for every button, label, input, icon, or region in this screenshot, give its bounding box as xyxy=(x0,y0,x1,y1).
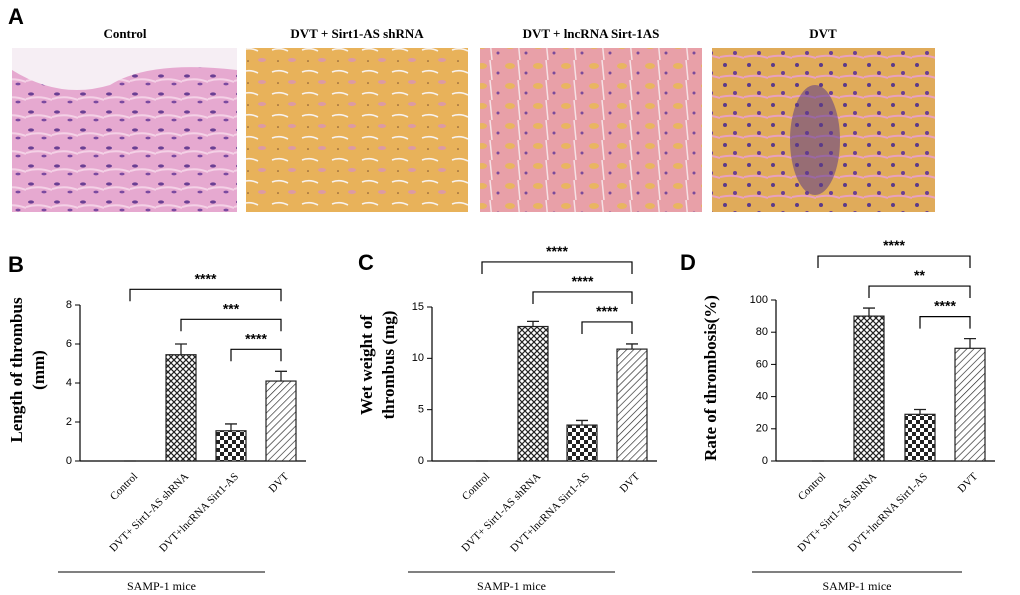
bar xyxy=(616,348,648,462)
group-label: SAMP-1 mice xyxy=(477,579,546,593)
y-tick-label: 20 xyxy=(756,423,768,435)
x-tick-label: Control xyxy=(796,471,828,503)
y-tick-label: 5 xyxy=(418,404,424,416)
significance-bracket xyxy=(868,285,971,299)
significance-bracket xyxy=(481,261,633,274)
y-tick-label: 0 xyxy=(66,455,72,467)
error-bar xyxy=(175,343,187,355)
panel-letter: D xyxy=(680,250,696,275)
significance-bracket xyxy=(180,318,282,332)
y-tick-label: 8 xyxy=(66,299,72,311)
group-label: SAMP-1 mice xyxy=(823,579,892,593)
error-bar xyxy=(527,320,539,327)
y-tick-label: 100 xyxy=(750,294,768,306)
error-bar xyxy=(225,423,237,431)
y-axis-label: Rate of thrombosis(%) xyxy=(701,295,720,461)
image-title: Control xyxy=(103,26,146,41)
significance-label: **** xyxy=(572,273,594,289)
panel-letter: C xyxy=(358,250,374,275)
x-tick-label: DVT xyxy=(956,470,981,495)
x-tick-label: DVT xyxy=(267,470,292,495)
image-title: DVT + lncRNA Sirt-1AS xyxy=(523,26,660,41)
error-bar xyxy=(626,343,638,350)
y-tick-label: 0 xyxy=(762,455,768,467)
cell-cluster xyxy=(790,85,840,195)
significance-label: **** xyxy=(195,270,217,286)
panel-letter: A xyxy=(8,4,24,29)
y-tick-label: 40 xyxy=(756,391,768,403)
x-tick-label: DVT xyxy=(618,470,643,495)
histology-image xyxy=(480,48,702,212)
significance-label: *** xyxy=(223,300,240,316)
significance-bracket xyxy=(532,291,633,304)
error-bar xyxy=(914,408,926,415)
bar xyxy=(954,347,986,462)
significance-label: **** xyxy=(934,298,956,314)
image-background xyxy=(12,48,237,90)
significance-bracket xyxy=(581,321,633,334)
y-tick-label: 60 xyxy=(756,358,768,370)
y-tick-label: 80 xyxy=(756,326,768,338)
bar xyxy=(215,430,247,462)
x-tick-label: Control xyxy=(108,471,140,503)
bar xyxy=(165,354,197,462)
y-axis-label: (mm) xyxy=(29,350,48,390)
bar xyxy=(904,413,936,462)
error-bar xyxy=(576,419,588,426)
y-axis-label: Length of thrombus xyxy=(7,297,26,443)
significance-label: **** xyxy=(546,243,568,259)
significance-bracket xyxy=(230,348,282,362)
y-tick-label: 10 xyxy=(412,352,424,364)
significance-bracket xyxy=(919,316,971,329)
y-tick-label: 4 xyxy=(66,377,72,389)
y-tick-label: 6 xyxy=(66,338,72,350)
group-label: SAMP-1 mice xyxy=(127,579,196,593)
significance-bracket xyxy=(817,255,971,269)
significance-label: ** xyxy=(914,267,925,283)
panel-letter: B xyxy=(8,252,24,277)
significance-bracket xyxy=(129,288,282,302)
bar xyxy=(853,315,885,462)
histology-image xyxy=(246,48,468,212)
y-axis-label: Wet weight of xyxy=(357,315,376,415)
y-tick-label: 0 xyxy=(418,455,424,467)
image-title: DVT xyxy=(809,26,837,41)
significance-label: **** xyxy=(245,330,267,346)
error-bar xyxy=(964,337,976,349)
bar xyxy=(566,424,598,462)
bar xyxy=(517,325,549,462)
x-tick-label: Control xyxy=(460,471,492,503)
error-bar xyxy=(863,307,875,317)
y-tick-label: 2 xyxy=(66,416,72,428)
image-title: DVT + Sirt1-AS shRNA xyxy=(290,26,424,41)
significance-label: **** xyxy=(596,303,618,319)
significance-label: **** xyxy=(883,237,905,253)
bar xyxy=(265,380,297,462)
y-axis-label: thrombus (mg) xyxy=(379,311,398,420)
error-bar xyxy=(275,370,287,382)
y-tick-label: 15 xyxy=(412,301,424,313)
